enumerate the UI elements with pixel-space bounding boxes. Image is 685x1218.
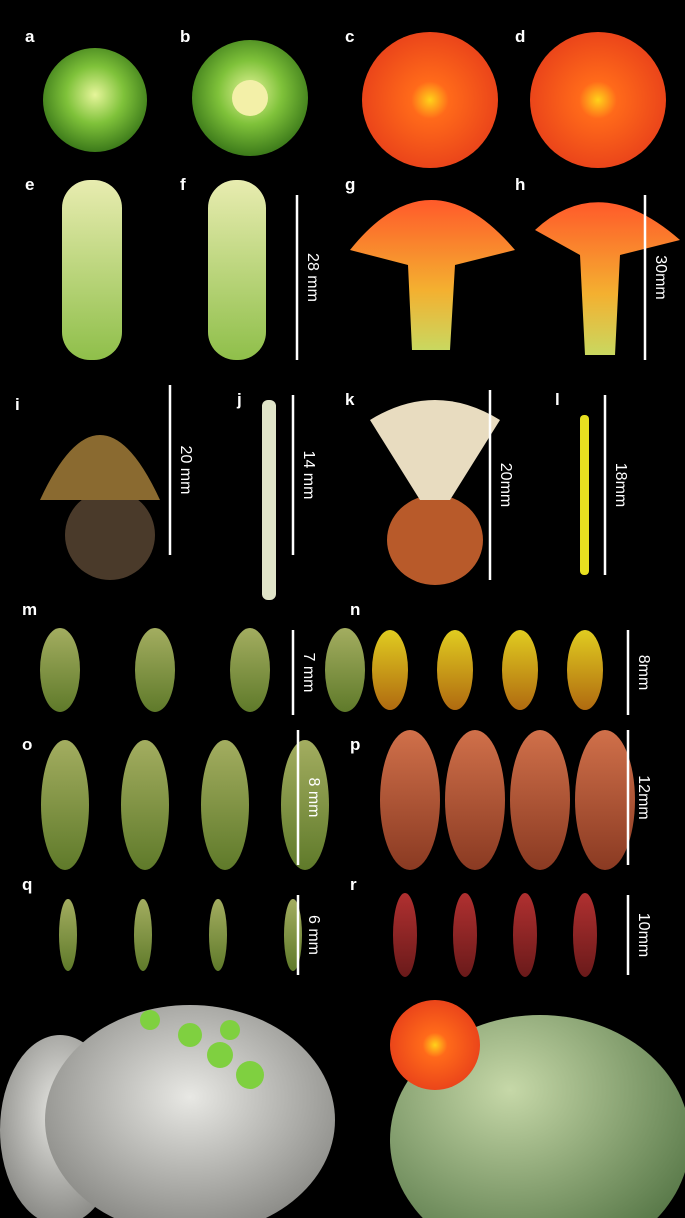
petal: [510, 730, 570, 870]
petal: [513, 893, 537, 977]
panel-label: q: [22, 875, 32, 894]
petal: [59, 899, 77, 971]
petal: [41, 740, 89, 870]
petal: [567, 630, 603, 710]
scale-label: 12mm: [635, 775, 652, 819]
petal: [502, 630, 538, 710]
panel-label: k: [345, 390, 355, 409]
scale-label: 8 mm: [305, 778, 322, 818]
photographs: [0, 32, 685, 1218]
scale-label: 10mm: [635, 913, 652, 957]
petal: [445, 730, 505, 870]
panel-label: o: [22, 735, 32, 754]
scale-label: 8mm: [635, 655, 652, 691]
petal: [325, 628, 365, 712]
panel-label: l: [555, 390, 560, 409]
panel-label: a: [25, 27, 35, 46]
panel-label: e: [25, 175, 34, 194]
petal: [135, 628, 175, 712]
petal: [209, 899, 227, 971]
petal: [437, 630, 473, 710]
scale-label: 6 mm: [305, 915, 322, 955]
panel-label: g: [345, 175, 355, 194]
petal: [121, 740, 169, 870]
panel-label: r: [350, 875, 357, 894]
petal: [134, 899, 152, 971]
petal: [372, 630, 408, 710]
panel-label: d: [515, 27, 525, 46]
panel-label: m: [22, 600, 37, 619]
panel-label: j: [236, 390, 242, 409]
petal: [281, 740, 329, 870]
panel-label: p: [350, 735, 360, 754]
petal: [284, 899, 302, 971]
scale-label: 30mm: [652, 255, 669, 299]
panel-label: f: [180, 175, 186, 194]
scale-label: 20 mm: [177, 446, 194, 495]
scale-label: 28 mm: [304, 253, 321, 302]
petal: [40, 628, 80, 712]
petal: [201, 740, 249, 870]
petal: [380, 730, 440, 870]
panel-label: c: [345, 27, 354, 46]
petal: [575, 730, 635, 870]
petal: [573, 893, 597, 977]
panel-label: h: [515, 175, 525, 194]
petal: [453, 893, 477, 977]
scale-label: 20mm: [497, 463, 514, 507]
scale-label: 7 mm: [300, 653, 317, 693]
scale-label: 14 mm: [300, 451, 317, 500]
petal: [230, 628, 270, 712]
petal: [393, 893, 417, 977]
scale-label: 18mm: [612, 463, 629, 507]
panel-label: i: [15, 395, 20, 414]
panel-label: n: [350, 600, 360, 619]
panel-label: b: [180, 27, 190, 46]
